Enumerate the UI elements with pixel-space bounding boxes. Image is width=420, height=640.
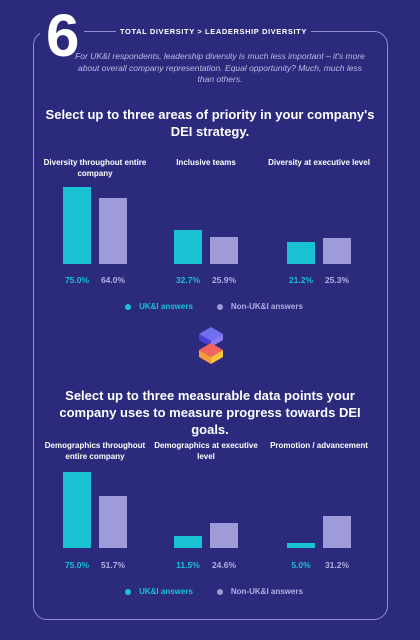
section-number: 6 [40,6,85,66]
bar-uk-1 [174,536,202,548]
category-label: Diversity at executive level [268,158,370,167]
legend-label-uk: UK&I answers [139,587,193,596]
category-label: Inclusive teams [176,158,236,167]
chart-legend: UK&I answers Non-UK&I answers [0,587,420,597]
chart-title: Select up to three areas of priority in … [45,107,375,139]
category-label: Diversity throughout entire company [43,158,147,178]
category-label: Demographics at executive level [154,441,258,461]
value-label-non: 51.7% [100,560,126,570]
value-label-uk: 21.2% [288,275,314,285]
legend-item-non-uk: Non-UK&I answers [209,587,303,596]
legend-label-non-uk: Non-UK&I answers [230,302,303,311]
value-label-non: 24.6% [211,560,237,570]
value-label-uk: 75.0% [64,560,90,570]
bar-non-2 [323,516,351,548]
value-label-uk: 32.7% [175,275,201,285]
bar-uk-0 [63,472,91,548]
value-label-non: 25.3% [324,275,350,285]
legend-item-uk: UK&I answers [117,302,193,311]
bar-uk-2 [287,542,315,548]
category-label: Demographics throughout entire company [44,441,146,461]
value-label-non: 31.2% [324,560,350,570]
value-label-non: 25.9% [211,275,237,285]
bar-non-0 [99,198,127,264]
chart-legend: UK&I answers Non-UK&I answers [0,302,420,312]
intro-text: For UK&I respondents, leadership diversi… [75,51,365,84]
value-label-uk: 75.0% [64,275,90,285]
chart-title: Select up to three measurable data point… [59,388,361,437]
bar-uk-2 [287,242,315,264]
legend-dot-non-uk [216,303,223,310]
value-label-non: 64.0% [100,275,126,285]
legend-dot-uk [125,588,132,595]
bar-uk-1 [174,230,202,264]
value-label-uk: 11.5% [176,560,200,570]
bar-non-2 [323,238,351,264]
legend-item-uk: UK&I answers [117,587,193,596]
bar-non-0 [99,495,127,548]
section-header-label: TOTAL DIVERSITY > LEADERSHIP DIVERSITY [116,27,311,36]
legend-dot-uk [125,303,132,310]
stacked-cube-icon [199,327,223,364]
bar-uk-0 [63,187,91,264]
legend-label-uk: UK&I answers [139,302,193,311]
legend-item-non-uk: Non-UK&I answers [209,302,303,311]
bar-non-1 [210,523,238,548]
value-label-uk: 5.0% [291,560,311,570]
legend-label-non-uk: Non-UK&I answers [230,587,303,596]
bar-non-1 [210,237,238,264]
category-label: Promotion / advancement [270,441,368,450]
legend-dot-non-uk [216,588,223,595]
